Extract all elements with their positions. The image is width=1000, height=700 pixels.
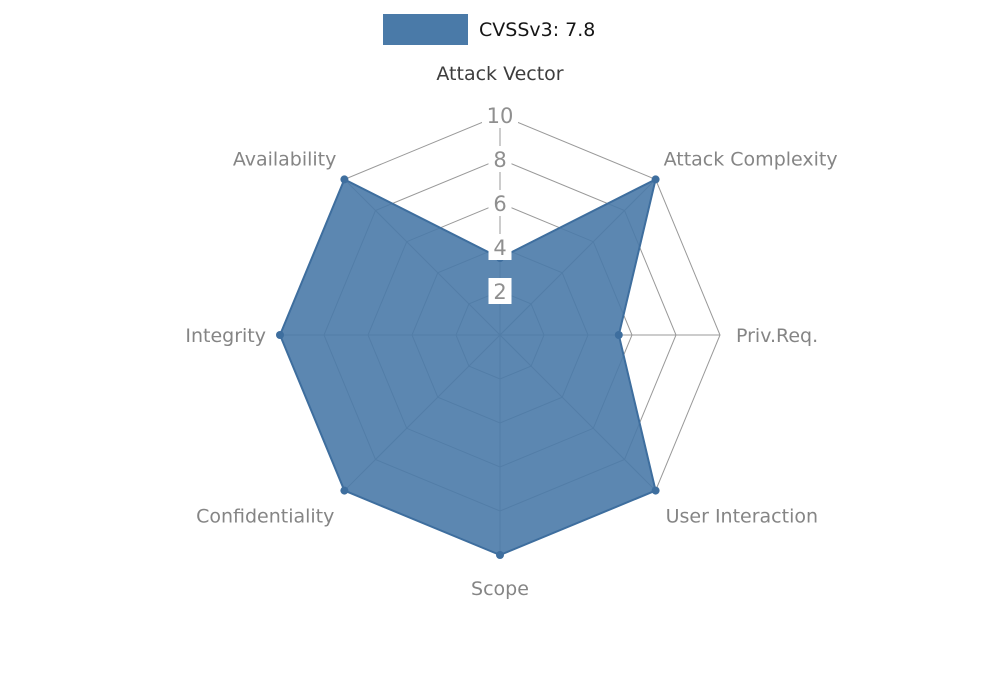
data-point xyxy=(340,175,349,184)
data-point xyxy=(651,486,660,495)
tick-label: 8 xyxy=(493,148,506,172)
tick-label: 10 xyxy=(487,104,514,128)
tick-label-box xyxy=(488,146,512,172)
tick-label: 6 xyxy=(493,192,506,216)
data-point xyxy=(276,331,284,339)
data-point xyxy=(651,175,660,184)
axis-label-user-interaction: User Interaction xyxy=(666,506,818,528)
axis-label-confidentiality: Confidentiality xyxy=(196,506,334,528)
axis-label-priv-req: Priv.Req. xyxy=(736,325,818,347)
data-point xyxy=(614,331,623,339)
tick-label-box xyxy=(488,234,512,260)
chart-legend: CVSSv3: 7.8 xyxy=(383,14,595,45)
axis-label-attack-complexity: Attack Complexity xyxy=(664,148,838,170)
data-point xyxy=(340,486,349,495)
data-point xyxy=(496,551,504,559)
axis-label-scope: Scope xyxy=(471,578,529,600)
axis-label-attack-vector: Attack Vector xyxy=(436,63,563,85)
axis-label-availability: Availability xyxy=(233,148,337,170)
tick-label: 2 xyxy=(493,280,506,304)
data-polygon xyxy=(279,178,657,556)
legend-label: CVSSv3: 7.8 xyxy=(479,18,596,41)
tick-label: 4 xyxy=(493,236,506,260)
tick-label-box xyxy=(482,102,518,128)
legend-swatch xyxy=(383,14,468,45)
tick-label-box xyxy=(488,190,512,216)
axis-label-integrity: Integrity xyxy=(185,325,266,347)
tick-label-box xyxy=(488,278,512,304)
